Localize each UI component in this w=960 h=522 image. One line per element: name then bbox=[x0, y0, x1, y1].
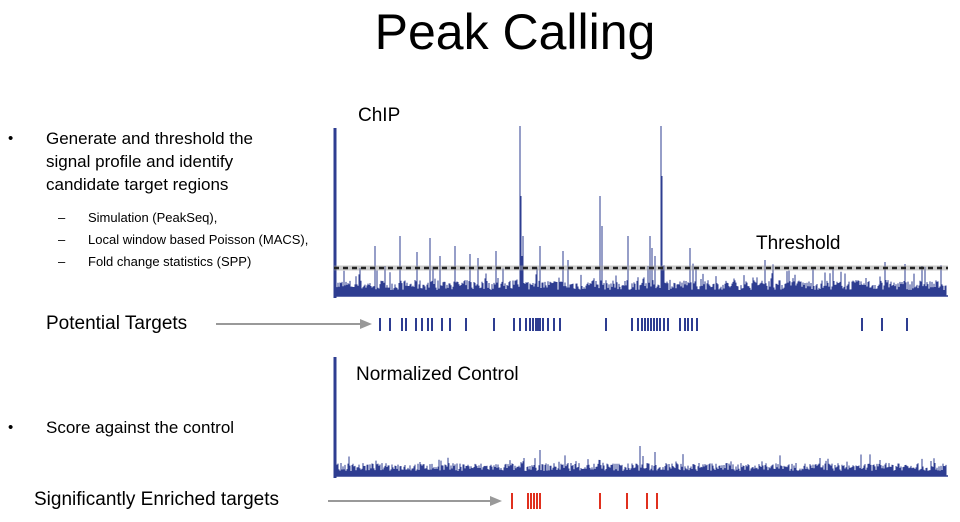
potential-targets-label: Potential Targets bbox=[46, 313, 188, 334]
normalized-control-label: Normalized Control bbox=[356, 364, 519, 385]
bullet-dot-icon: • bbox=[8, 130, 14, 147]
bullet-dot-icon: • bbox=[8, 419, 14, 436]
chip-signal-track bbox=[333, 126, 948, 298]
sub-item-text: Simulation (PeakSeq), bbox=[88, 210, 218, 225]
significant-targets-arrow-icon bbox=[328, 496, 502, 506]
control-signal-track bbox=[333, 357, 948, 478]
bullet-text: Score against the control bbox=[46, 418, 235, 437]
significant-targets-label: Significantly Enriched targets bbox=[34, 489, 280, 510]
page-title: Peak Calling bbox=[374, 4, 656, 60]
enriched-targets-track bbox=[511, 493, 658, 509]
chip-label: ChIP bbox=[358, 105, 401, 126]
sub-item-text: Fold change statistics (SPP) bbox=[88, 254, 252, 269]
dash-icon: – bbox=[58, 232, 66, 247]
potential-targets-arrow-icon bbox=[216, 319, 372, 329]
potential-targets-track bbox=[379, 318, 908, 331]
bullet-text: Generate and threshold the signal profil… bbox=[46, 129, 253, 194]
threshold-label: Threshold bbox=[756, 233, 841, 254]
dash-icon: – bbox=[58, 254, 66, 269]
sub-item-text: Local window based Poisson (MACS), bbox=[88, 232, 309, 247]
dash-icon: – bbox=[58, 210, 66, 225]
